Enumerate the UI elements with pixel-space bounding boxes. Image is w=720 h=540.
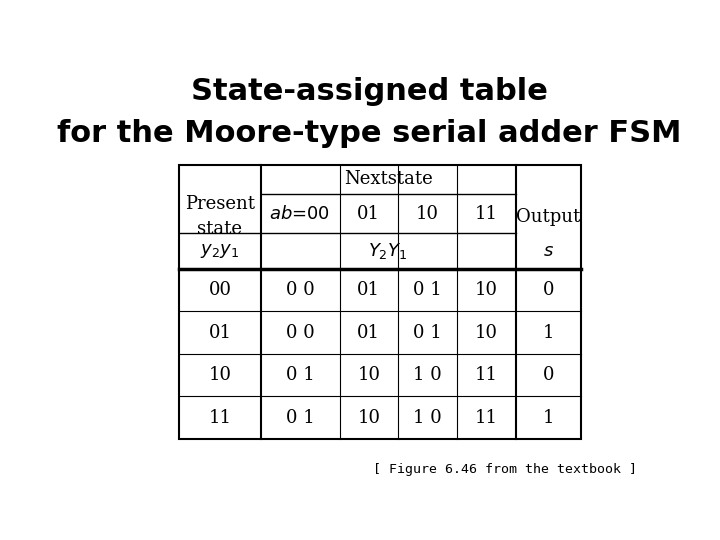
Text: Present
state: Present state [185,195,255,238]
Text: $y_2y_1$: $y_2y_1$ [200,242,240,260]
Text: 10: 10 [474,323,498,342]
Text: for the Moore-type serial adder FSM: for the Moore-type serial adder FSM [57,119,681,148]
Text: 1 0: 1 0 [413,409,442,427]
Text: 0 1: 0 1 [413,281,442,299]
Text: Output: Output [516,208,580,226]
Text: 11: 11 [474,409,498,427]
Text: 01: 01 [357,323,380,342]
Text: 0 0: 0 0 [286,281,315,299]
Text: 01: 01 [357,205,380,222]
Text: 11: 11 [208,409,231,427]
Text: 1: 1 [543,323,554,342]
Text: 1 0: 1 0 [413,366,442,384]
Text: 00: 00 [208,281,231,299]
Text: 10: 10 [357,366,380,384]
Text: 0 0: 0 0 [286,323,315,342]
Text: Nextstate: Nextstate [343,170,433,188]
Text: 10: 10 [208,366,231,384]
Text: 10: 10 [357,409,380,427]
Text: 11: 11 [474,205,498,222]
Text: $s$: $s$ [543,242,554,260]
Text: 10: 10 [416,205,439,222]
Text: 01: 01 [357,281,380,299]
Text: 0 1: 0 1 [413,323,442,342]
Text: 1: 1 [543,409,554,427]
Text: 01: 01 [208,323,231,342]
Text: 11: 11 [474,366,498,384]
Text: 0: 0 [543,281,554,299]
Text: $Y_2Y_1$: $Y_2Y_1$ [369,241,408,261]
Text: 10: 10 [474,281,498,299]
Text: 0 1: 0 1 [286,409,315,427]
Text: State-assigned table: State-assigned table [191,77,547,106]
Text: 0 1: 0 1 [286,366,315,384]
Text: $ab$=00: $ab$=00 [269,205,330,222]
Text: 0: 0 [543,366,554,384]
Text: [ Figure 6.46 from the textbook ]: [ Figure 6.46 from the textbook ] [373,463,637,476]
